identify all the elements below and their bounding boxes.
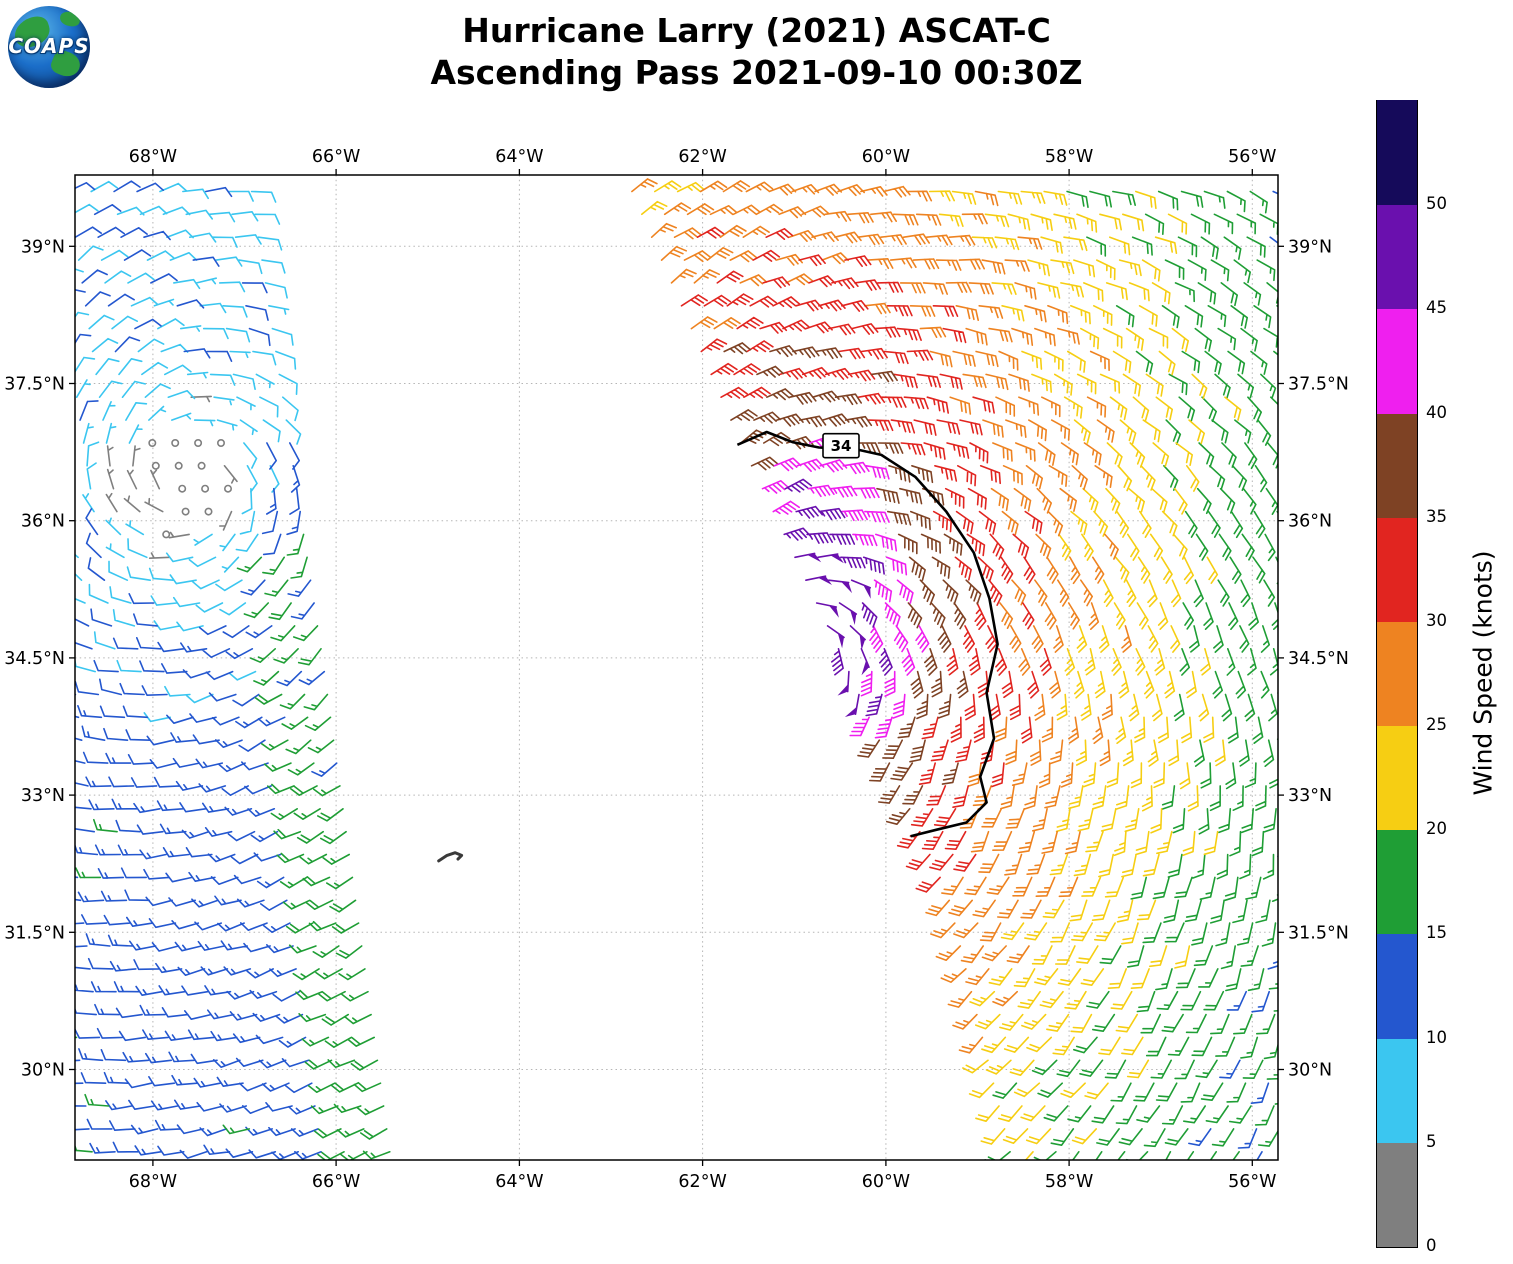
colorbar-gradient (1377, 100, 1417, 1247)
y-axis-tick-label: 39°N (1288, 237, 1332, 257)
axis-ticks (69, 169, 1284, 1166)
x-axis-tick-label: 64°W (495, 1172, 543, 1192)
colorbar-segment (1377, 829, 1417, 935)
x-axis-tick-label: 58°W (1045, 147, 1093, 167)
x-axis-tick-label: 62°W (678, 1172, 726, 1192)
colorbar-tick-label: 15 (1426, 923, 1447, 943)
colorbar-tick-label: 40 (1426, 402, 1447, 422)
x-axis-tick-label: 64°W (495, 147, 543, 167)
x-axis-tick-label: 58°W (1045, 1172, 1093, 1192)
contour-34kt (736, 430, 999, 838)
y-axis-tick-label: 34.5°N (1288, 649, 1349, 669)
colorbar-segment (1377, 412, 1417, 518)
colorbar (1376, 100, 1418, 1248)
colorbar-segment (1377, 517, 1417, 622)
x-axis-tick-label: 66°W (312, 1172, 360, 1192)
contour-34kt-label: 34 (822, 432, 860, 459)
y-axis-tick-label: 37.5°N (1288, 375, 1349, 395)
x-axis-tick-label: 56°W (1228, 147, 1276, 167)
y-axis-tick-label: 33°N (1288, 786, 1332, 806)
y-axis-tick-label: 33°N (21, 786, 65, 806)
colorbar-segment (1377, 725, 1417, 831)
colorbar-tick-label: 20 (1426, 819, 1447, 839)
y-axis-tick-label: 34.5°N (4, 649, 65, 669)
y-axis-tick-label: 30°N (21, 1061, 65, 1081)
coaps-logo: COAPS (8, 6, 90, 88)
y-axis-tick-label: 31.5°N (4, 923, 65, 943)
svg-text:34: 34 (831, 437, 852, 455)
plot-title: Hurricane Larry (2021) ASCAT-C Ascending… (0, 10, 1513, 94)
x-axis-tick-label: 68°W (129, 147, 177, 167)
colorbar-segment (1377, 1142, 1417, 1247)
colorbar-title: Wind Speed (knots) (1468, 550, 1498, 796)
colorbar-tick-label: 30 (1426, 610, 1447, 630)
colorbar-segment (1377, 204, 1417, 310)
x-axis-tick-label: 68°W (129, 1172, 177, 1192)
colorbar-segment (1377, 933, 1417, 1039)
colorbar-tick-label: 5 (1426, 1131, 1437, 1151)
colorbar-tick-label: 0 (1426, 1236, 1437, 1255)
wind-barbs (75, 178, 1278, 1160)
colorbar-tick-label: 50 (1426, 194, 1447, 214)
x-axis-tick-label: 66°W (312, 147, 360, 167)
y-axis-tick-label: 30°N (1288, 1061, 1332, 1081)
axis-tick-labels: 68°W 68°W 66°W 66°W 64°W 64°W 62°W 62°W 60°W 60°W… (4, 147, 1349, 1192)
plot-frame (74, 174, 1279, 1161)
x-axis-tick-label: 60°W (862, 147, 910, 167)
y-axis-tick-label: 36°N (1288, 512, 1332, 532)
gridlines (75, 175, 1278, 1160)
colorbar-tick-label: 45 (1426, 298, 1447, 318)
colorbar-tick-label: 10 (1426, 1027, 1447, 1047)
y-axis-tick-label: 31.5°N (1288, 923, 1349, 943)
y-axis-tick-label: 37.5°N (4, 375, 65, 395)
coaps-globe-icon: COAPS (8, 6, 90, 88)
bermuda-island (437, 851, 464, 863)
colorbar-tick-label: 35 (1426, 506, 1447, 526)
coaps-logo-text: COAPS (8, 34, 90, 58)
colorbar-segment (1377, 621, 1417, 727)
x-axis-tick-label: 60°W (862, 1172, 910, 1192)
plot-title-line1: Hurricane Larry (2021) ASCAT-C (462, 11, 1051, 50)
colorbar-segment (1377, 308, 1417, 414)
x-axis-tick-label: 62°W (678, 147, 726, 167)
colorbar-segment (1377, 1037, 1417, 1143)
plot-title-line2: Ascending Pass 2021-09-10 00:30Z (430, 53, 1083, 92)
x-axis-tick-label: 56°W (1228, 1172, 1276, 1192)
colorbar-tick-label: 25 (1426, 715, 1447, 735)
colorbar-segment (1377, 100, 1417, 206)
y-axis-tick-label: 39°N (21, 237, 65, 257)
y-axis-tick-label: 36°N (21, 512, 65, 532)
